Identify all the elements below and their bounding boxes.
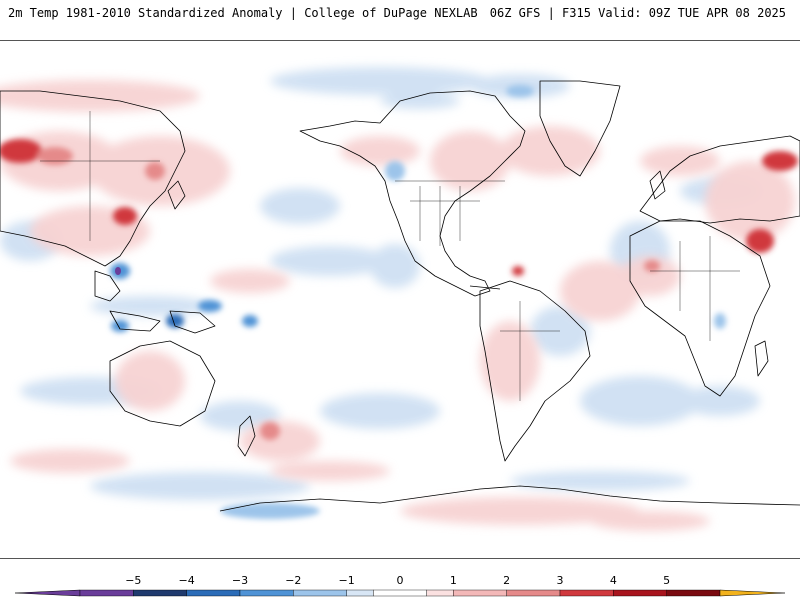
- colorbar-bin: [373, 589, 427, 597]
- colorbar-tick-label: −3: [232, 574, 248, 587]
- colorbar-tick-label: −1: [339, 574, 355, 587]
- colorbar-bin: [613, 589, 667, 597]
- extreme-negative-spot: [115, 267, 121, 275]
- colorbar-tick-label: 1: [450, 574, 457, 587]
- colorbar-tick-label: 2: [503, 574, 510, 587]
- colorbar-bin: [133, 589, 187, 597]
- colorbar-bin: [293, 589, 347, 597]
- colorbar-tick-label: −5: [125, 574, 141, 587]
- colorbar-bin: [186, 589, 241, 597]
- colorbar-tick-label: 4: [610, 574, 617, 587]
- colorbar-bin: [559, 589, 614, 597]
- colorbar-bin: [506, 589, 561, 597]
- colorbar-bin: [666, 589, 721, 597]
- colorbar-tick-label: −4: [179, 574, 195, 587]
- coastlines: [0, 80, 800, 512]
- colorbar-bin: [426, 589, 454, 597]
- colorbar-bin: [79, 589, 134, 597]
- colorbar-arrow-high: [719, 589, 786, 597]
- political-borders: [40, 111, 740, 401]
- negative-anomaly-fields: [0, 67, 760, 500]
- colorbar-bin: [346, 589, 374, 597]
- model-valid-time: 06Z GFS | F315 Valid: 09Z TUE APR 08 202…: [489, 6, 786, 20]
- colorbar-svg: −5 −4 −3 −2 −1 0 1 2 3 4 5: [14, 574, 786, 597]
- map-svg: [0, 67, 800, 531]
- colorbar-bin: [453, 589, 507, 597]
- colorbar-legend: −5 −4 −3 −2 −1 0 1 2 3 4 5: [0, 568, 800, 600]
- colorbar-arrow-low: [14, 589, 81, 597]
- colorbar-tick-label: 3: [557, 574, 564, 587]
- colorbar-bin: [239, 589, 294, 597]
- colorbar-tick-label: −2: [285, 574, 301, 587]
- colorbar-tick-label: 5: [663, 574, 670, 587]
- anomaly-map: [0, 40, 800, 559]
- colorbar-tick-label: 0: [397, 574, 404, 587]
- map-title: 2m Temp 1981-2010 Standardized Anomaly |…: [8, 6, 478, 20]
